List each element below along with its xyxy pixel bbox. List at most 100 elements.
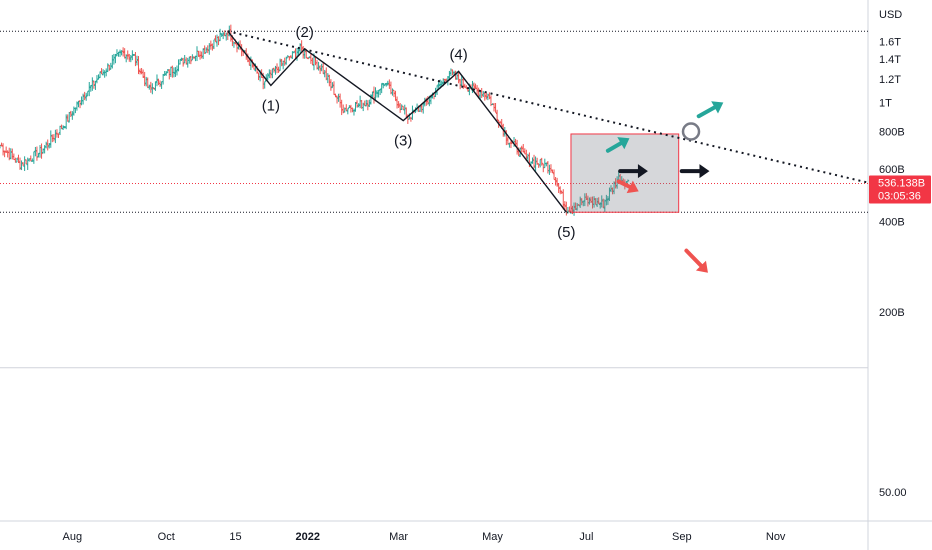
candle — [163, 71, 166, 76]
candle — [89, 84, 93, 92]
down-arrow — [684, 248, 708, 273]
candle — [498, 120, 502, 124]
candle — [400, 104, 403, 110]
candle — [537, 163, 540, 168]
candle — [335, 95, 339, 104]
candle — [457, 70, 460, 84]
candle — [75, 101, 79, 111]
candle — [18, 157, 22, 170]
candle — [71, 111, 74, 120]
candle — [203, 45, 206, 54]
y-tick-label: 1.4T — [879, 54, 901, 66]
up-arrow — [696, 101, 724, 119]
candle — [101, 69, 105, 76]
candle — [300, 40, 303, 52]
candle — [263, 81, 266, 89]
candle — [84, 92, 88, 101]
candle — [595, 197, 599, 207]
candle — [161, 73, 165, 85]
candle — [1, 143, 5, 156]
candle — [149, 81, 153, 93]
candle — [325, 67, 328, 81]
candle — [172, 67, 176, 78]
candle — [531, 157, 534, 164]
candle — [212, 39, 216, 50]
candle — [178, 58, 182, 65]
candle — [166, 69, 169, 74]
candle — [375, 90, 379, 98]
candle — [24, 159, 28, 165]
arrow-head — [637, 164, 648, 179]
arrow-head — [699, 164, 710, 179]
candle — [311, 57, 314, 66]
candle — [143, 71, 146, 87]
x-axis[interactable]: Aug Oct 15 2022 Mar May Jul Sep Nov — [63, 531, 786, 543]
candle — [151, 83, 154, 95]
candle — [86, 90, 89, 96]
candle — [218, 28, 222, 42]
candle — [378, 89, 382, 96]
candle — [331, 82, 334, 89]
candle — [485, 92, 488, 100]
arrow-shaft — [605, 141, 623, 153]
candle — [11, 148, 14, 160]
candle — [269, 69, 273, 79]
candle — [34, 146, 37, 157]
candle — [285, 56, 288, 65]
candle — [317, 61, 320, 71]
candle — [3, 150, 6, 158]
candle — [217, 36, 220, 46]
candle — [480, 88, 483, 99]
candle — [382, 82, 385, 89]
candle — [458, 78, 462, 90]
candle — [368, 99, 371, 108]
candle — [377, 89, 380, 98]
candle — [606, 195, 610, 205]
candle — [389, 81, 393, 95]
candle — [0, 142, 3, 147]
candle — [183, 54, 186, 64]
x-tick-label: Sep — [672, 531, 692, 543]
y-tick-label: 1T — [879, 98, 892, 110]
candle — [274, 65, 277, 75]
currency-label: USD — [879, 9, 902, 21]
candle — [188, 56, 191, 64]
candle — [57, 133, 60, 139]
candle — [554, 177, 557, 186]
candle — [602, 198, 605, 209]
candle — [318, 65, 322, 75]
candle — [29, 155, 32, 162]
candle — [141, 69, 145, 78]
candle — [66, 114, 69, 122]
candle — [35, 146, 39, 161]
arrow-head — [711, 101, 724, 114]
candle — [277, 66, 280, 73]
candle — [292, 51, 296, 54]
candle — [546, 161, 550, 174]
candle — [78, 100, 82, 109]
candle — [180, 57, 183, 62]
candle — [366, 100, 370, 111]
candle — [140, 68, 143, 75]
candle — [169, 66, 173, 77]
candle — [52, 134, 56, 142]
candle — [128, 53, 131, 62]
candle — [214, 35, 217, 42]
y-tick-label: 50.00 — [879, 487, 907, 499]
x-tick-label: Mar — [389, 531, 408, 543]
x-tick-label: May — [482, 531, 503, 543]
x-tick-label: Aug — [63, 531, 83, 543]
candle — [494, 102, 497, 113]
candle — [109, 62, 113, 70]
y-axis[interactable]: USD 1.6T 1.4T 1.2T 1T 800B 600B 400B 200B 50.00 53… — [869, 9, 931, 499]
candle — [201, 48, 205, 59]
candle — [585, 193, 588, 200]
candle — [48, 143, 51, 149]
candle — [495, 109, 499, 121]
candle — [195, 46, 199, 62]
candle — [402, 105, 405, 111]
candle — [275, 63, 279, 74]
candle — [358, 95, 362, 109]
candle — [354, 101, 357, 112]
